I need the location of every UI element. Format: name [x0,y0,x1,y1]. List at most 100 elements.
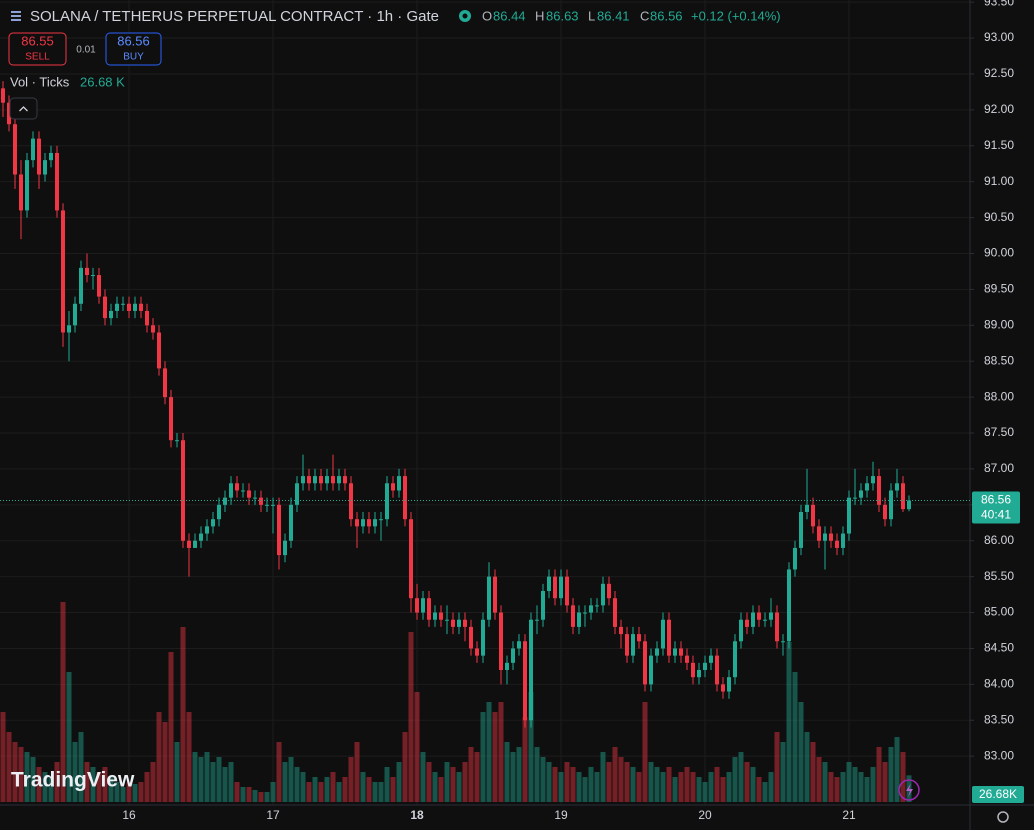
candle-body [895,483,899,491]
volume-bar [162,722,168,802]
candle-body [373,519,377,527]
volume-bar [24,752,30,802]
candle-body [553,576,557,599]
candle-body [529,619,533,721]
volume-bar [654,767,660,802]
candle-body [817,526,821,541]
candle-body [769,612,773,620]
volume-bar [426,762,432,802]
candle-body [721,684,725,692]
candle-body [787,569,791,642]
volume-bar [30,757,36,802]
candle-body [349,483,353,520]
buy-button[interactable] [105,32,162,66]
buy-price: 86.56 [117,33,150,48]
candle-body [43,160,47,175]
volume-bar [336,782,342,802]
volume-bar [552,767,558,802]
volume-bar [864,777,870,802]
volume-bar [12,742,18,802]
volume-bar [900,752,906,802]
candle-body [409,519,413,599]
candle-body [793,547,797,570]
volume-bar [420,752,426,802]
volume-bar [456,772,462,802]
volume-bar [318,782,324,802]
candle-body [49,152,53,161]
volume-bar [126,782,132,802]
volume-bar [312,777,318,802]
candle-body [193,540,197,548]
candle-body [121,303,125,305]
y-tick-label: 83.50 [984,712,1014,726]
candle-body [433,612,437,620]
candle-body [31,138,35,161]
settings-button[interactable] [997,811,1009,823]
volume-bar [168,652,174,802]
volume-bar [612,747,618,802]
volume-bar [84,762,90,802]
y-tick-label: 88.00 [984,389,1014,403]
volume-bar [804,732,810,802]
volume-bar [36,767,42,802]
volume-bar [282,762,288,802]
volume-bar [378,782,384,802]
volume-bar [330,772,336,802]
candle-body [463,619,467,627]
lightning-button[interactable] [898,779,920,801]
y-tick-label: 89.00 [984,317,1014,331]
candle-body [823,533,827,541]
y-tick-label: 88.50 [984,353,1014,367]
candle-body [415,598,419,613]
volume-bar [408,632,414,802]
candle-body [883,504,887,520]
candle-body [649,655,653,685]
candle-body [559,576,563,599]
volume-bar [48,777,54,802]
candle-body [523,641,527,721]
volume-bar [198,757,204,802]
candle-body [115,303,119,311]
volume-bar [396,762,402,802]
volume-bar [642,702,648,802]
candle-body [499,612,503,670]
candle-body [187,540,191,548]
volume-bar [264,792,270,802]
collapse-button[interactable] [9,97,38,120]
sell-button[interactable] [8,32,67,66]
volume-bar [252,790,258,802]
volume-bar [90,767,96,802]
candle-body [211,519,215,527]
volume-bar [504,742,510,802]
x-tick-label: 18 [410,808,424,822]
candle-body [127,303,131,311]
candle-body [871,476,875,484]
candle-body [763,619,767,621]
volume-bar [558,772,564,802]
ohlc-value: 86.63 [546,8,579,23]
candle-body [811,504,815,527]
candle-body [679,648,683,656]
candle-body [391,483,395,491]
candle-body [583,612,587,614]
candle-body [175,440,179,442]
volume-bar [594,772,600,802]
volume-bar [516,747,522,802]
candle-body [565,576,569,606]
y-tick-label: 84.00 [984,677,1014,691]
volume-bar [822,762,828,802]
candle-body [361,519,365,527]
volume-bar [462,762,468,802]
volume-bar [234,782,240,802]
candle-body [493,576,497,613]
candle-body [631,634,635,656]
candle-body [367,519,371,527]
candle-body [715,655,719,685]
candle-body [313,476,317,484]
candle-body [547,576,551,592]
volume-bar [144,772,150,802]
volume-bar [618,757,624,802]
candle-body [733,641,737,678]
